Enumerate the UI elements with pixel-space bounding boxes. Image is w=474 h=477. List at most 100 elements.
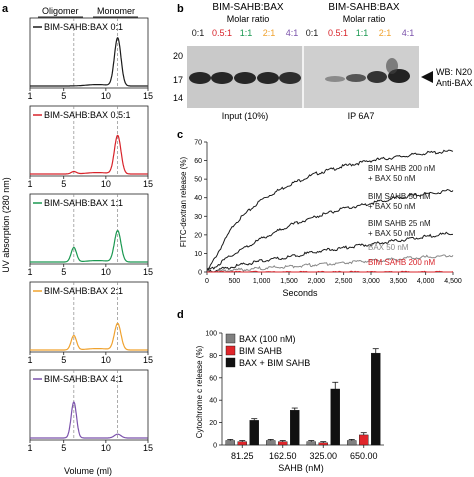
lane-label-input: Input (10%) — [222, 111, 269, 121]
category-label: 162.50 — [269, 451, 297, 461]
y-tick-label: 60 — [209, 375, 217, 382]
chromatogram-trace — [30, 229, 148, 263]
blot-subtitle-left: Molar ratio — [227, 14, 270, 24]
x-tick-label: 10 — [101, 355, 111, 365]
legend-swatch — [225, 345, 236, 356]
band-arrow-icon — [421, 71, 433, 83]
x-tick-label: 10 — [101, 267, 111, 277]
x-tick-label: 3,000 — [362, 278, 380, 285]
x-tick-label: 1,000 — [253, 278, 271, 285]
x-tick-label: 1 — [27, 443, 32, 453]
y-tick-label: 70 — [194, 140, 202, 147]
blot-title-left: BIM-SAHB:BAX — [212, 2, 283, 13]
x-tick-label: 5 — [61, 179, 66, 189]
ratio-label-ip: 0:1 — [306, 28, 319, 38]
y-tick-label: 0 — [198, 270, 202, 277]
kinetics-series-line — [206, 149, 454, 273]
kinetics-series-line — [206, 254, 454, 273]
monomer-header: Monomer — [97, 6, 135, 16]
y-tick-label: 0 — [213, 443, 217, 450]
bar — [225, 440, 235, 446]
ratio-label-input: 0.5:1 — [212, 28, 232, 38]
panel-b: b BIM-SAHB:BAX BIM-SAHB:BAX Molar ratio … — [173, 2, 473, 121]
bar — [371, 352, 381, 446]
panel-a-letter: a — [2, 3, 9, 15]
ratio-label-ip: 1:1 — [356, 28, 369, 38]
bar — [290, 410, 300, 446]
x-tick-label: 0 — [205, 278, 209, 285]
ratio-label-ip: 2:1 — [379, 28, 392, 38]
panel-d-xlabel: SAHB (nM) — [278, 463, 324, 473]
y-tick-label: 50 — [194, 177, 202, 184]
x-tick-label: 10 — [101, 91, 111, 101]
ratio-label-input: 1:1 — [240, 28, 253, 38]
legend-swatch — [225, 357, 236, 368]
x-tick-label: 10 — [101, 443, 111, 453]
panel-c-ylabel: FITC-dextran release (%) — [179, 157, 188, 248]
blot-subtitle-right: Molar ratio — [343, 14, 386, 24]
oligomer-header: Oligomer — [42, 6, 79, 16]
category-label: 325.00 — [309, 451, 337, 461]
bar — [306, 441, 316, 446]
x-tick-label: 1 — [27, 179, 32, 189]
legend-entry-line1: BIM SAHB 200 nM — [368, 258, 435, 267]
y-tick-label: 40 — [194, 195, 202, 202]
blot-title-right: BIM-SAHB:BAX — [328, 2, 399, 13]
ratio-label-input: 4:1 — [286, 28, 299, 38]
bar — [249, 420, 259, 446]
x-tick-label: 3,500 — [390, 278, 408, 285]
panel-c-xlabel: Seconds — [282, 288, 318, 298]
bar — [266, 440, 276, 446]
legend-entry-line1: BAX 50 nM — [368, 243, 409, 252]
legend-entry-line1: BIM SAHB 50 nM — [368, 192, 431, 201]
y-tick-label: 10 — [194, 251, 202, 258]
ratio-label-input: 2:1 — [263, 28, 276, 38]
x-tick-label: 4,000 — [417, 278, 435, 285]
ratio-labels: 0:1 0:1 0.5:1 0.5:1 1:1 1:1 2:1 2:1 4:1 4:1 — [192, 28, 415, 38]
panel-d-letter: d — [177, 309, 184, 321]
x-tick-label: 5 — [61, 267, 66, 277]
wb-label-2: Anti-BAX — [436, 78, 473, 88]
subplot-frame — [29, 17, 149, 89]
category-label: 81.25 — [231, 451, 254, 461]
legend-entry-line2: + BAX 50 nM — [368, 174, 416, 183]
x-tick-label: 1 — [27, 355, 32, 365]
ratio-label-ip: 0.5:1 — [328, 28, 348, 38]
x-tick-label: 15 — [143, 443, 153, 453]
panel-d: d Cytochrome c release (%) SAHB (nM) 0 20… — [177, 309, 384, 473]
bar — [278, 441, 288, 446]
legend-swatch — [225, 333, 236, 344]
western-blot-image — [187, 46, 419, 108]
panel-d-ylabel: Cytochrome c release (%) — [195, 345, 204, 438]
bar — [330, 388, 340, 446]
kinetics-series-line — [206, 231, 453, 273]
legend-entry-line1: BIM SAHB 200 nM — [368, 164, 435, 173]
panel-a-ylabel: UV absorption (280 nm) — [1, 177, 11, 273]
wb-label-1: WB: N20 — [436, 67, 472, 77]
y-tick-label: 30 — [194, 214, 202, 221]
subplot-label: BIM-SAHB:BAX 4:1 — [44, 374, 123, 384]
x-tick-label: 2,500 — [335, 278, 353, 285]
mw-marker-17: 17 — [173, 75, 183, 85]
subplot-label: BIM-SAHB:BAX 0:1 — [44, 22, 123, 32]
panel-c: c FITC-dextran release (%) Seconds 0 10 20… — [177, 129, 462, 298]
x-tick-label: 5 — [61, 443, 66, 453]
x-tick-label: 15 — [143, 91, 153, 101]
mw-marker-20: 20 — [173, 51, 183, 61]
y-tick-label: 80 — [209, 353, 217, 360]
bar — [237, 441, 247, 446]
release-kinetics-chart: 0 10 20 30 40 50 60 70 0 500 1,000 1,500 2,000 2,500 3… — [194, 140, 462, 286]
subplot-frame — [29, 105, 149, 177]
legend-label: BAX + BIM SAHB — [239, 358, 310, 368]
kinetics-series-line — [206, 188, 454, 272]
legend-entry-line2: + BAX 50 nM — [368, 229, 416, 238]
x-tick-label: 4,500 — [444, 278, 462, 285]
y-tick-label: 20 — [194, 232, 202, 239]
x-tick-label: 1 — [27, 267, 32, 277]
x-tick-label: 15 — [143, 355, 153, 365]
